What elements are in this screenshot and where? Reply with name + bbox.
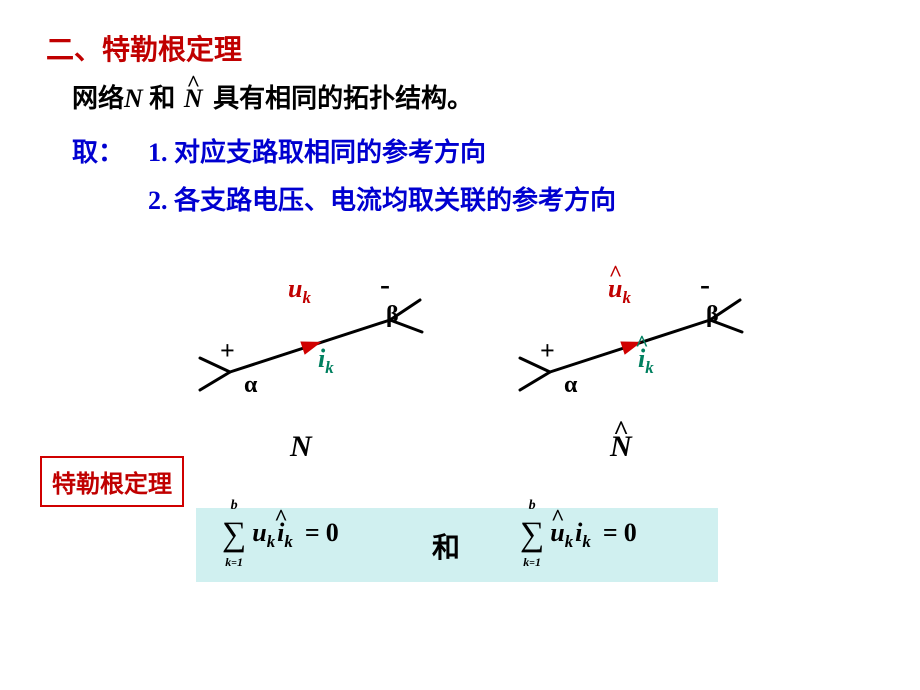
- beta-node: β: [706, 302, 719, 329]
- intro-Nhat: ^N: [177, 84, 209, 113]
- hat-icon: ^: [635, 331, 648, 358]
- plus-sign: +: [540, 336, 555, 366]
- sum-symbol: b∑k=1: [222, 516, 246, 554]
- beta-node: β: [386, 302, 399, 329]
- intro-mid: 和: [143, 84, 176, 113]
- take-label: 取：: [72, 132, 124, 169]
- hat-icon: ^: [609, 261, 622, 288]
- rule-2: 2. 各支路电压、电流均取关联的参考方向: [148, 180, 616, 217]
- hat-icon: ^: [613, 415, 628, 446]
- minus-sign: -: [380, 268, 390, 302]
- plus-sign: +: [220, 336, 235, 366]
- equation-2: b∑k=1^ukik=0: [520, 516, 637, 554]
- hat-icon: ^: [187, 71, 200, 98]
- branch-diagram-right: + - ^uk ^ik α β ^N: [510, 270, 750, 470]
- voltage-label: ^uk: [608, 274, 631, 308]
- equation-1: b∑k=1uk^ik=0: [222, 516, 339, 554]
- voltage-label: uk: [288, 274, 311, 308]
- intro-N: N: [124, 84, 143, 113]
- network-label: N: [290, 430, 312, 464]
- intro-suffix: 具有相同的拓扑结构。: [213, 84, 473, 113]
- branch-diagram-left: + - uk ik α β N: [190, 270, 430, 470]
- rule-1: 1. 对应支路取相同的参考方向: [148, 132, 486, 169]
- sum-symbol: b∑k=1: [520, 516, 544, 554]
- alpha-node: α: [564, 372, 577, 399]
- theorem-box: 特勒根定理: [40, 456, 184, 507]
- minus-sign: -: [700, 268, 710, 302]
- intro-prefix: 网络: [72, 84, 124, 113]
- section-title: 二、特勒根定理: [46, 28, 242, 68]
- intro-line: 网络N 和 ^N 具有相同的拓扑结构。: [72, 78, 473, 115]
- current-label: ik: [318, 344, 334, 378]
- current-label: ^ik: [638, 344, 654, 378]
- network-label: ^N: [610, 430, 632, 464]
- hat-icon: ^: [551, 505, 564, 532]
- alpha-node: α: [244, 372, 257, 399]
- equation-connector: 和: [432, 526, 460, 566]
- hat-icon: ^: [274, 505, 287, 532]
